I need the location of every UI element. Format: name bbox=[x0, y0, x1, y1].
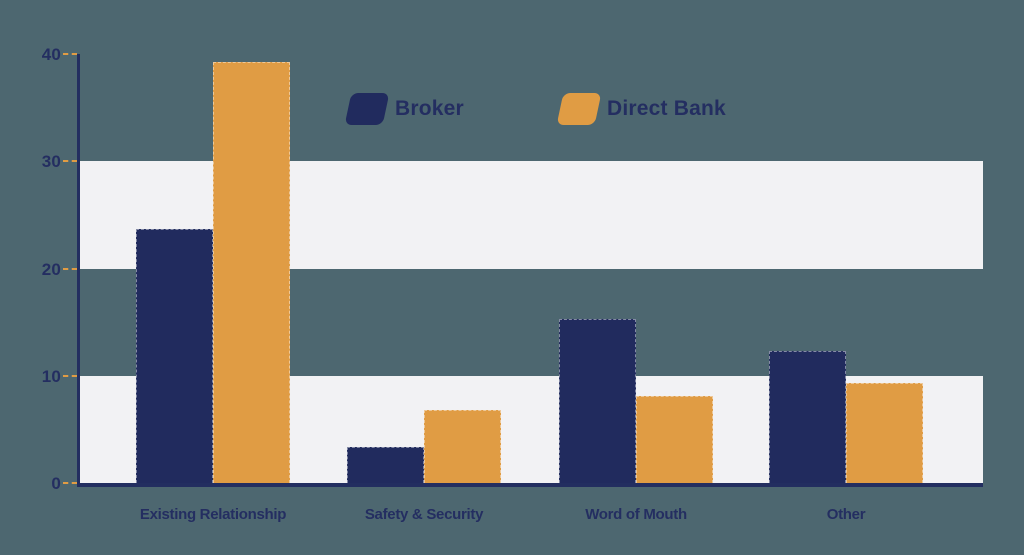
y-tick-label: 20 bbox=[41, 259, 61, 279]
bar-broker bbox=[559, 318, 636, 483]
bar-broker bbox=[769, 351, 846, 483]
legend-swatch-icon bbox=[556, 93, 602, 125]
y-tick-mark bbox=[63, 53, 77, 55]
bar-direct-bank bbox=[424, 410, 501, 483]
category-label: Existing Relationship bbox=[139, 506, 287, 523]
y-tick-mark bbox=[63, 374, 77, 377]
legend-item-broker: Broker bbox=[344, 92, 464, 126]
y-axis bbox=[77, 54, 80, 487]
y-tick-label: 40 bbox=[41, 45, 61, 64]
legend-label: Direct Bank bbox=[607, 97, 726, 120]
legend-swatch-icon bbox=[344, 93, 390, 125]
bar-direct-bank bbox=[213, 61, 290, 483]
x-axis bbox=[77, 483, 983, 487]
category-label: Other bbox=[826, 506, 866, 523]
bar-direct-bank bbox=[636, 396, 713, 483]
y-tick-label: 0 bbox=[51, 474, 61, 493]
bar-broker bbox=[136, 228, 213, 483]
legend-label: Broker bbox=[395, 97, 464, 120]
bar-broker bbox=[347, 446, 424, 483]
y-tick-label: 10 bbox=[41, 366, 61, 386]
bar-direct-bank bbox=[846, 383, 923, 483]
y-tick-label: 30 bbox=[41, 152, 61, 172]
y-tick-mark bbox=[63, 482, 77, 484]
legend-item-direct-bank: Direct Bank bbox=[556, 92, 726, 126]
category-label: Safety & Security bbox=[364, 506, 484, 523]
y-tick-mark bbox=[63, 160, 77, 163]
y-tick-mark bbox=[63, 267, 77, 270]
category-label: Word of Mouth bbox=[585, 506, 687, 523]
